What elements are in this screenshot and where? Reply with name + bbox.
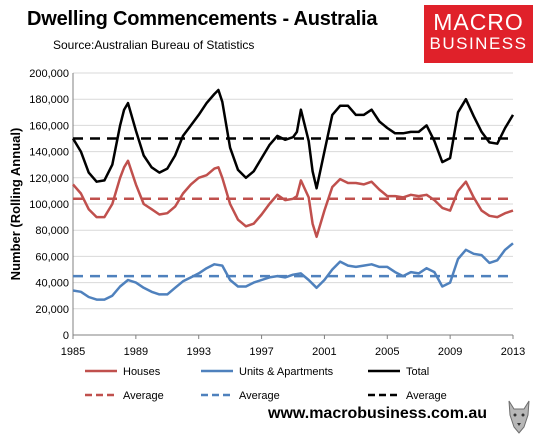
- legend-label-total-avg: Average: [406, 390, 447, 402]
- legend-label-houses: Houses: [123, 366, 161, 378]
- wolf-icon: [504, 395, 534, 437]
- legend-label-units: Units & Apartments: [239, 366, 334, 378]
- series-line-houses: [72, 159, 514, 239]
- y-tick-label: 20,000: [35, 304, 69, 316]
- x-tick-label: 1993: [186, 346, 210, 358]
- chart-title: Dwelling Commencements - Australia: [27, 8, 378, 30]
- logo-line2: BUSINESS: [429, 34, 528, 53]
- y-tick-label: 160,000: [29, 120, 69, 132]
- legend-label-total: Total: [406, 366, 429, 378]
- x-tick-label: 2009: [438, 346, 462, 358]
- logo-line1: MACRO: [433, 9, 524, 35]
- x-tick-label: 1997: [249, 346, 273, 358]
- y-tick-label: 80,000: [35, 225, 69, 237]
- x-tick-label: 1985: [61, 346, 85, 358]
- x-tick-label: 2005: [375, 346, 399, 358]
- website-text: www.macrobusiness.com.au: [268, 405, 488, 422]
- series-line-units: [72, 242, 514, 301]
- macrobusiness-logo: MACRO BUSINESS: [424, 5, 533, 63]
- y-axis-label: Number (Rolling Annual): [8, 128, 23, 281]
- x-tick-label: 2001: [312, 346, 336, 358]
- y-tick-label: 140,000: [29, 147, 69, 159]
- y-tick-label: 180,000: [29, 94, 69, 106]
- y-tick-label: 0: [63, 330, 69, 342]
- chart-source: Source:Australian Bureau of Statistics: [53, 38, 255, 52]
- y-tick-label: 100,000: [29, 199, 69, 211]
- legend-label-units-avg: Average: [239, 390, 280, 402]
- x-tick-label: 2013: [501, 346, 525, 358]
- x-tick-label: 1989: [124, 346, 148, 358]
- legend-label-houses-avg: Average: [123, 390, 164, 402]
- y-tick-label: 60,000: [35, 251, 69, 263]
- y-tick-label: 200,000: [29, 68, 69, 80]
- y-tick-label: 40,000: [35, 278, 69, 290]
- y-tick-label: 120,000: [29, 173, 69, 185]
- series-line-total: [71, 88, 515, 190]
